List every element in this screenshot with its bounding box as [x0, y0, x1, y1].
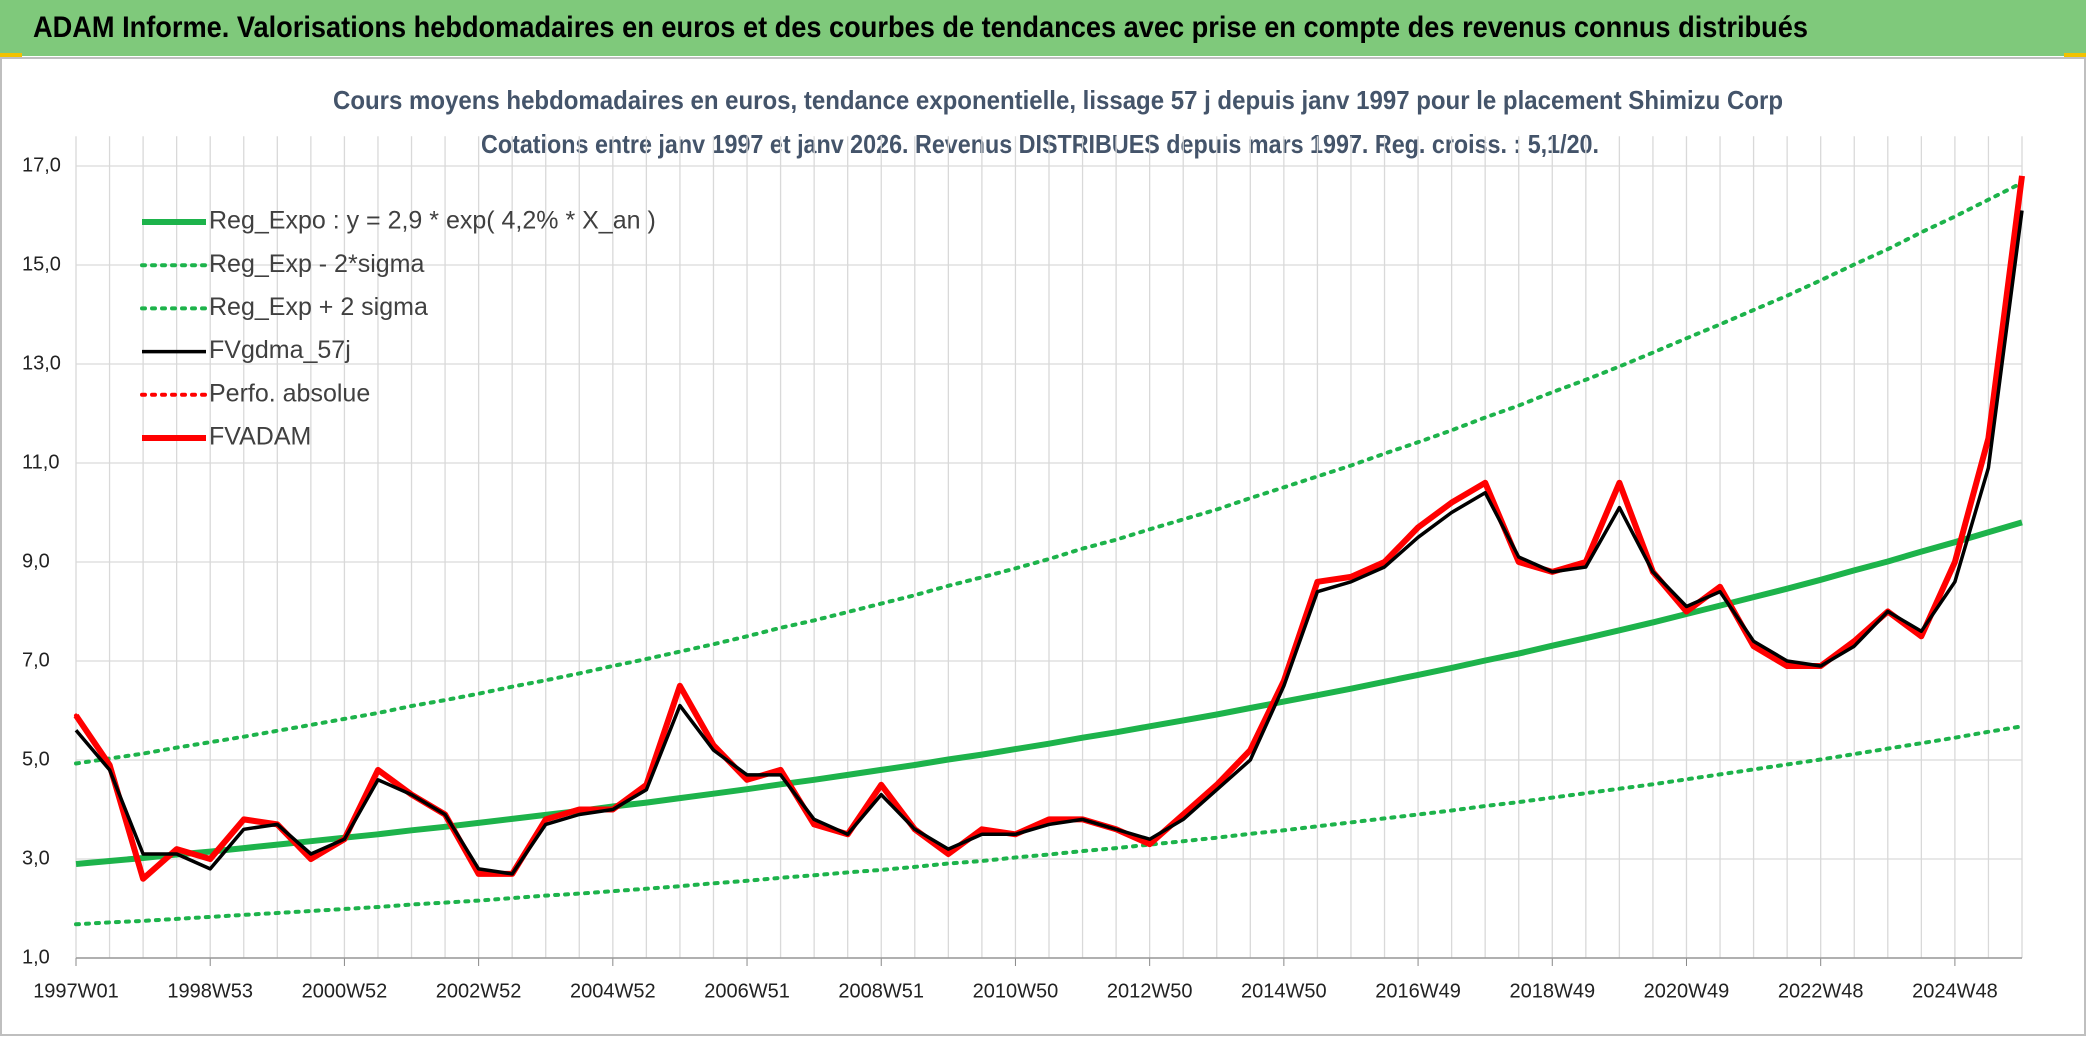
chart-frame [0, 57, 2086, 1036]
x-tick-label: 1997W01 [33, 980, 119, 1002]
legend-label: FVgdma_57j [209, 336, 351, 364]
x-tick-label: 2006W51 [704, 980, 790, 1002]
header-title: ADAM Informe. Valorisations hebdomadaire… [33, 11, 1808, 44]
y-tick-label: 11,0 [22, 451, 59, 473]
series-line [74, 210, 2024, 876]
x-tick-label: 2018W49 [1509, 980, 1595, 1002]
series-line [74, 724, 2024, 927]
series-line [75, 519, 2023, 867]
x-tick-label: 2012W50 [1107, 980, 1193, 1002]
corner [0, 53, 22, 59]
x-tick-label: 2002W52 [436, 980, 522, 1002]
x-tick-label: 2004W52 [570, 980, 656, 1002]
x-tick-label: 2024W48 [1912, 980, 1998, 1002]
y-tick-label: 13,0 [22, 352, 61, 374]
legend-label: Perfo. absolue [209, 379, 370, 407]
y-tick-label: 17,0 [22, 154, 61, 176]
y-tick-label: 7,0 [22, 649, 50, 671]
x-tick-label: 2022W48 [1778, 980, 1864, 1002]
y-tick-label: 1,0 [22, 946, 50, 968]
legend-label: Reg_Exp + 2 sigma [209, 293, 428, 321]
x-tick-label: 1998W53 [167, 980, 253, 1002]
x-tick-label: 2010W50 [973, 980, 1059, 1002]
x-tick-label: 2020W49 [1644, 980, 1730, 1002]
chart-title: Cours moyens hebdomadaires en euros, ten… [333, 85, 1783, 115]
y-tick-label: 3,0 [22, 847, 50, 869]
header-bar [0, 0, 2086, 56]
y-tick-label: 9,0 [22, 550, 50, 572]
legend-label: Reg_Exp - 2*sigma [209, 250, 424, 278]
x-tick-label: 2000W52 [302, 980, 388, 1002]
corner [2064, 53, 2086, 59]
x-tick-label: 2008W51 [838, 980, 924, 1002]
legend-label: Reg_Expo : y = 2,9 * exp( 4,2% * X_an ) [209, 207, 656, 235]
chart-subtitle: Cotations entre janv 1997 et janv 2026. … [481, 129, 1599, 159]
legend-label: FVADAM [209, 423, 311, 451]
y-tick-label: 15,0 [22, 253, 61, 275]
series-line [74, 180, 2024, 766]
y-tick-label: 5,0 [22, 748, 50, 770]
x-tick-label: 2014W50 [1241, 980, 1327, 1002]
x-tick-label: 2016W49 [1375, 980, 1461, 1002]
